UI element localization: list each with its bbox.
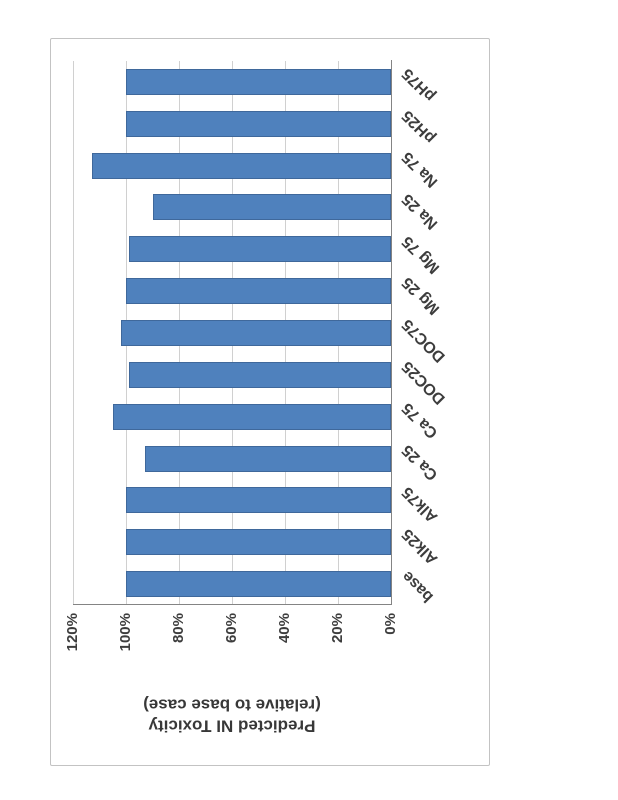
gridline [73,61,74,605]
bar-mg-25 [126,278,391,305]
value-axis-title: Predicted NI Toxicity (relative to base … [143,694,321,737]
value-axis-line [73,604,392,605]
value-tick-label: 40% [276,613,293,644]
category-label: Na 25 [399,190,442,233]
category-label: Na 75 [399,148,442,191]
bar-ca-75 [112,403,391,430]
category-label: base [399,567,437,605]
category-label: Mg 75 [399,232,444,277]
bar-alk25 [126,529,391,556]
value-tick-label: 100% [117,613,134,652]
category-label: DOC75 [399,315,449,366]
bar-ph25 [126,110,391,137]
value-axis-title-line1: Predicted NI Toxicity [148,716,316,736]
category-label: Alk25 [399,525,442,568]
category-label: Alk75 [399,483,442,526]
bar-doc25 [128,361,391,388]
category-label: Mg 25 [399,274,444,319]
bar-ph75 [126,68,391,95]
category-label: pH25 [399,106,439,147]
category-label: DOC25 [399,357,449,408]
category-axis-line [391,60,392,605]
bar-doc75 [120,320,391,346]
value-tick-label: 0% [382,613,399,635]
bar-na-25 [152,194,391,221]
bar-na-75 [91,152,391,179]
chart-frame: 0% 20% 40% 60% 80% 100% 120% base Alk25 Alk75 Ca … [50,38,490,766]
value-tick-label: 60% [223,613,240,644]
bar-ca-25 [144,445,391,472]
value-tick-label: 80% [170,613,187,644]
bar-alk75 [126,487,391,514]
category-label: Ca 25 [399,441,442,484]
value-tick-label: 120% [64,613,81,652]
bar-base [126,571,391,598]
rotated-chart-container: 0% 20% 40% 60% 80% 100% 120% base Alk25 Alk75 Ca … [50,38,490,766]
value-axis-title-line2: (relative to base case) [143,695,321,714]
value-tick-label: 20% [329,613,346,644]
bar-mg-75 [128,236,391,263]
category-label: pH75 [399,64,439,105]
